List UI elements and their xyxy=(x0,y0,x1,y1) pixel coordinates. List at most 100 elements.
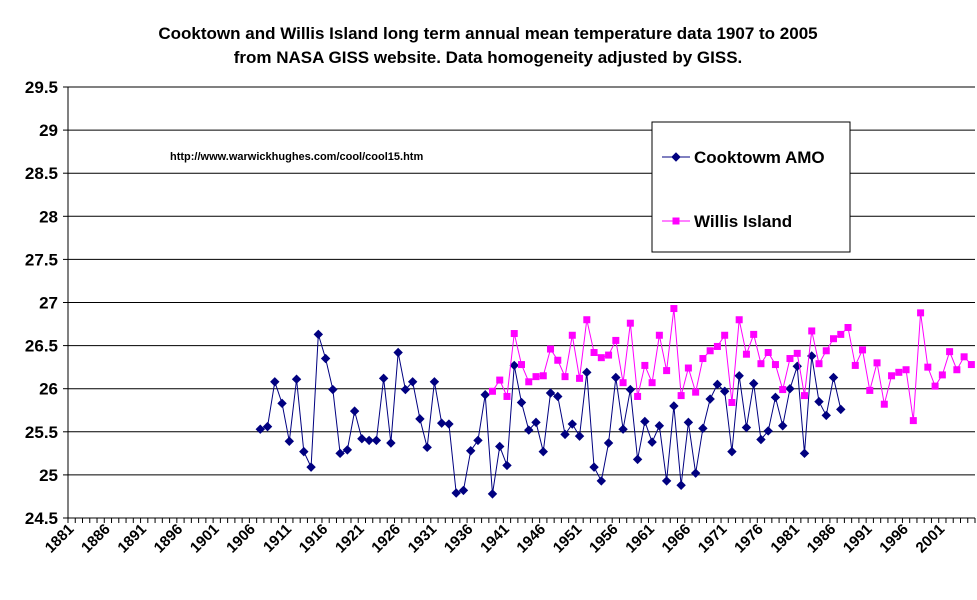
data-point xyxy=(721,331,729,339)
data-point xyxy=(538,446,548,457)
data-point xyxy=(378,373,389,384)
data-point xyxy=(487,489,498,499)
data-point xyxy=(320,353,331,364)
data-point xyxy=(503,392,511,400)
data-point xyxy=(496,376,504,384)
data-point xyxy=(364,435,374,446)
data-point xyxy=(554,356,562,364)
data-point xyxy=(938,371,946,379)
data-point xyxy=(822,347,830,355)
y-tick-label: 26.5 xyxy=(25,337,58,356)
data-point xyxy=(603,438,614,448)
data-point xyxy=(866,386,874,394)
y-tick-label: 28.5 xyxy=(25,164,58,183)
legend-marker xyxy=(672,217,680,225)
data-point xyxy=(800,392,808,400)
data-point xyxy=(335,448,345,459)
data-point xyxy=(342,445,353,455)
data-point xyxy=(589,462,599,472)
data-point xyxy=(582,367,592,378)
data-point xyxy=(567,419,577,429)
data-point xyxy=(786,355,794,363)
data-point xyxy=(684,364,692,372)
data-point xyxy=(574,431,585,441)
data-point xyxy=(677,392,685,400)
data-point xyxy=(429,377,440,387)
data-point xyxy=(640,416,650,427)
data-point xyxy=(560,429,570,440)
data-point xyxy=(953,366,961,374)
data-point xyxy=(902,366,910,374)
data-point xyxy=(799,448,810,459)
data-point xyxy=(626,319,634,327)
data-point xyxy=(692,388,700,396)
data-point xyxy=(458,485,469,496)
data-point xyxy=(793,349,801,357)
data-point xyxy=(683,417,694,428)
data-point xyxy=(625,384,636,395)
data-point xyxy=(291,374,302,384)
y-tick-label: 25.5 xyxy=(25,423,58,442)
data-point xyxy=(828,372,839,383)
data-point xyxy=(946,348,954,356)
data-point xyxy=(255,424,265,434)
data-point xyxy=(480,390,490,400)
annotation: http://www.warwickhughes.com/cool/cool15… xyxy=(170,151,423,163)
data-point xyxy=(357,433,367,444)
data-point xyxy=(741,422,752,433)
data-point xyxy=(641,361,649,369)
data-point xyxy=(510,330,518,338)
data-point xyxy=(539,372,547,380)
data-point xyxy=(756,434,766,445)
data-point xyxy=(547,345,555,353)
data-point xyxy=(415,414,425,424)
data-point xyxy=(422,442,432,453)
data-point xyxy=(742,350,750,358)
data-point xyxy=(763,426,773,436)
data-point xyxy=(654,421,665,431)
data-point xyxy=(619,379,627,387)
data-point xyxy=(699,355,707,363)
data-point xyxy=(488,387,496,395)
data-point xyxy=(815,360,823,368)
data-point xyxy=(306,462,316,472)
data-point xyxy=(705,394,715,404)
data-point xyxy=(670,305,678,313)
data-point xyxy=(371,435,382,446)
data-point xyxy=(764,348,772,356)
data-point xyxy=(727,446,737,457)
data-point xyxy=(771,361,779,369)
data-point xyxy=(888,372,896,380)
data-point xyxy=(576,374,584,382)
data-point xyxy=(770,392,781,403)
data-point xyxy=(924,363,932,371)
data-point xyxy=(821,410,831,421)
data-point xyxy=(407,377,418,387)
y-tick-label: 27.5 xyxy=(25,250,58,269)
data-point xyxy=(262,421,273,432)
data-point xyxy=(735,316,743,324)
data-point xyxy=(814,396,824,407)
data-point xyxy=(676,480,686,490)
data-point xyxy=(518,361,525,369)
data-point xyxy=(690,468,701,478)
data-point xyxy=(509,360,519,371)
data-point xyxy=(349,406,360,416)
data-point xyxy=(502,460,512,471)
data-point xyxy=(712,379,723,390)
data-point xyxy=(873,359,881,367)
data-point xyxy=(605,351,613,359)
data-point xyxy=(583,316,591,324)
data-point xyxy=(778,421,788,431)
data-point xyxy=(444,419,454,429)
data-point xyxy=(917,309,925,317)
data-point xyxy=(270,377,280,387)
y-tick-label: 29.5 xyxy=(25,78,58,97)
data-point xyxy=(618,424,628,434)
data-point xyxy=(706,347,714,355)
data-point xyxy=(516,397,527,408)
data-point xyxy=(597,354,605,362)
data-point xyxy=(328,384,338,395)
data-point xyxy=(851,361,859,369)
